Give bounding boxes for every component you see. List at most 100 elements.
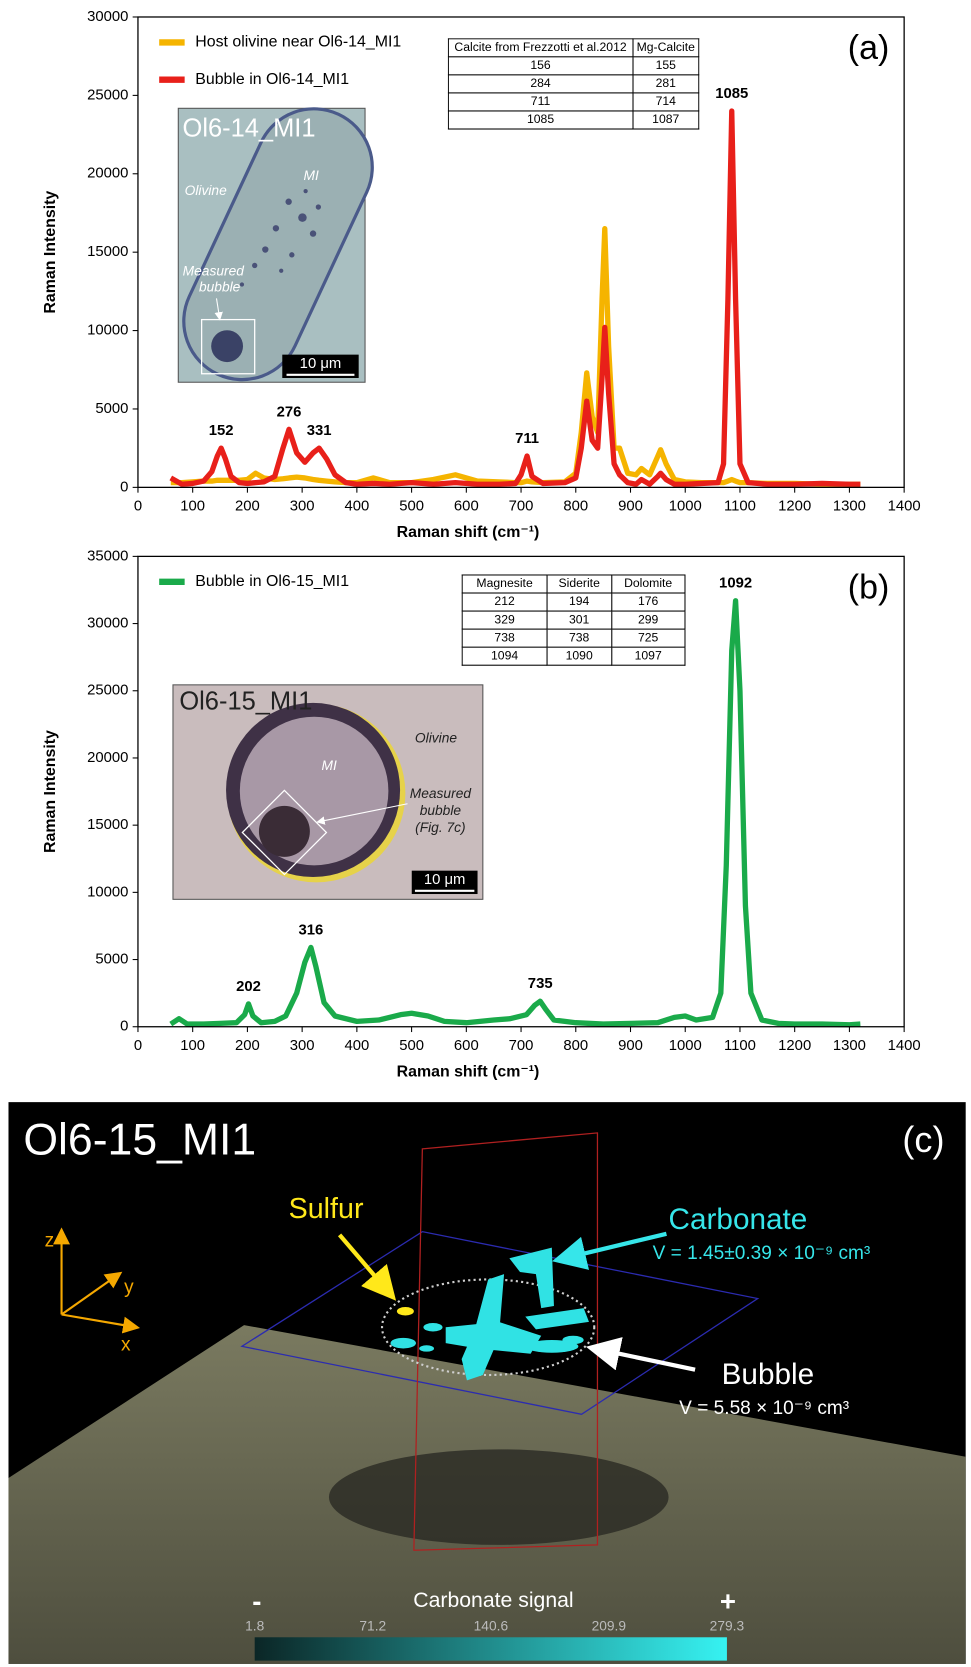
colorbar bbox=[254, 1637, 727, 1661]
x-tick-label: 900 bbox=[618, 498, 643, 514]
table-container: Calcite from Frezzotti et al.2012 Mg-Calc… bbox=[447, 38, 700, 130]
x-tick-label: 400 bbox=[344, 498, 369, 514]
chart: 0 5000 10000 15000 20000 25000 30000 0 100 200 300… bbox=[42, 9, 921, 541]
legend-label: Bubble in Ol6-15_MI1 bbox=[195, 573, 349, 590]
table-cell: 155 bbox=[632, 56, 700, 76]
table-cell: 176 bbox=[610, 592, 686, 612]
selection-box bbox=[241, 789, 328, 876]
table-row: 156 155 bbox=[447, 56, 700, 76]
y-tick-label: 10000 bbox=[87, 322, 128, 338]
y-tick-label: 15000 bbox=[87, 817, 128, 833]
x-tick-label: 200 bbox=[235, 1038, 260, 1054]
colorbar-max: + bbox=[720, 1586, 736, 1617]
axis-label: y bbox=[124, 1277, 134, 1298]
table-cell: 1094 bbox=[461, 646, 548, 666]
reference-table: Magnesite Siderite Dolomite 212 194 176 329 301… bbox=[461, 574, 686, 666]
table-cell: 738 bbox=[461, 628, 548, 648]
host-label: Olivine bbox=[415, 731, 457, 746]
panel-label: (a) bbox=[848, 29, 889, 67]
inset-b: 10 μm Ol6-15_MI1 Olivine MI Measured bub… bbox=[172, 684, 484, 900]
panel-c: z y x Ol6-15_MI1 (c) Sulfur Carbonate V … bbox=[8, 1102, 966, 1664]
table-cell: 301 bbox=[546, 610, 612, 630]
bubble-label: (Fig. 7c) bbox=[415, 820, 466, 835]
table-cell: 1085 bbox=[447, 110, 634, 130]
bubble-label: bubble bbox=[420, 803, 462, 818]
table-cell: 725 bbox=[610, 628, 686, 648]
table-cell: 284 bbox=[447, 74, 634, 94]
selection-box bbox=[200, 318, 256, 375]
colorbar-min: - bbox=[252, 1586, 261, 1617]
sulfur-label: Sulfur bbox=[289, 1193, 364, 1225]
y-tick-label: 10000 bbox=[87, 884, 128, 900]
x-tick-label: 1000 bbox=[669, 1038, 702, 1054]
colorbar-tick-label: 279.3 bbox=[710, 1618, 745, 1633]
y-axis-label: Raman Intensity bbox=[42, 730, 59, 853]
table-header-cell: Siderite bbox=[546, 574, 612, 594]
peak-label: 276 bbox=[277, 404, 302, 420]
y-axis-label: Raman Intensity bbox=[42, 191, 59, 314]
table-header: Magnesite Siderite Dolomite bbox=[461, 574, 686, 594]
colorbar-tick-label: 1.8 bbox=[245, 1618, 264, 1633]
colorbar-title: Carbonate signal bbox=[413, 1589, 573, 1612]
table-header-cell: Mg-Calcite bbox=[632, 38, 700, 58]
inset-title: Ol6-14_MI1 bbox=[183, 114, 316, 142]
bubble-label: Measured bbox=[183, 263, 246, 278]
colorbar-tick-label: 209.9 bbox=[592, 1618, 627, 1633]
x-tick-label: 300 bbox=[290, 498, 315, 514]
table-row: 284 281 bbox=[447, 74, 700, 94]
series-group bbox=[169, 108, 861, 487]
plot-frame bbox=[137, 555, 905, 1028]
y-tick-label: 30000 bbox=[87, 615, 128, 631]
peak-label: 152 bbox=[209, 423, 234, 439]
x-tick-label: 0 bbox=[134, 1038, 142, 1054]
inset-title: Ol6-15_MI1 bbox=[179, 688, 312, 716]
table-row: 711 714 bbox=[447, 92, 700, 112]
colorbar-tick-label: 71.2 bbox=[359, 1618, 386, 1633]
table-header-cell: Calcite from Frezzotti et al.2012 bbox=[447, 38, 634, 58]
inclusion-label: MI bbox=[304, 168, 319, 183]
inclusion-label: MI bbox=[322, 758, 337, 773]
x-tick-label: 300 bbox=[290, 1038, 315, 1054]
x-axis-label: Raman shift (cm⁻¹) bbox=[397, 1064, 540, 1081]
x-tick-label: 500 bbox=[399, 1038, 424, 1054]
inclusion-shadow bbox=[328, 1449, 669, 1545]
table-cell: 1090 bbox=[546, 646, 612, 666]
table-row: 1085 1087 bbox=[447, 110, 700, 130]
table-row: 329 301 299 bbox=[461, 610, 686, 630]
x-tick-label: 1400 bbox=[888, 498, 921, 514]
y-tick-label: 20000 bbox=[87, 750, 128, 766]
table-row: 738 738 725 bbox=[461, 628, 686, 648]
table-cell: 156 bbox=[447, 56, 634, 76]
x-tick-label: 1200 bbox=[778, 1038, 811, 1054]
x-tick-label: 100 bbox=[180, 498, 205, 514]
colorbar-tick-label: 140.6 bbox=[474, 1618, 509, 1633]
y-tick-label: 20000 bbox=[87, 166, 128, 182]
series-group bbox=[169, 598, 861, 1028]
x-tick-label: 1400 bbox=[888, 1038, 921, 1054]
y-tick-label: 15000 bbox=[87, 244, 128, 260]
scale-label: 10 μm bbox=[300, 356, 342, 372]
scale-label: 10 μm bbox=[424, 872, 466, 888]
bubble-outline bbox=[380, 1278, 596, 1377]
peak-label: 1085 bbox=[715, 86, 748, 102]
x-tick-label: 1100 bbox=[724, 498, 756, 514]
x-tick-label: 1300 bbox=[833, 498, 866, 514]
carbonate-volume bbox=[390, 1247, 589, 1381]
table-header: Calcite from Frezzotti et al.2012 Mg-Calc… bbox=[447, 38, 700, 58]
inset-a: 10 μm Ol6-14_MI1 Olivine MI Measured bub… bbox=[177, 107, 374, 383]
table-cell: 281 bbox=[632, 74, 700, 94]
x-tick-label: 1100 bbox=[724, 1038, 756, 1054]
y-tick-label: 0 bbox=[120, 479, 128, 495]
axis-label: x bbox=[121, 1334, 131, 1355]
x-tick-label: 500 bbox=[399, 498, 424, 514]
x-tick-label: 100 bbox=[180, 1038, 205, 1054]
x-tick-label: 700 bbox=[509, 1038, 534, 1054]
peak-label: 316 bbox=[299, 922, 324, 938]
y-tick-label: 5000 bbox=[95, 951, 128, 967]
bubble-label: Bubble bbox=[722, 1358, 815, 1391]
x-tick-label: 900 bbox=[618, 1038, 643, 1054]
y-tick-label: 5000 bbox=[95, 401, 128, 417]
table-cell: 738 bbox=[546, 628, 612, 648]
